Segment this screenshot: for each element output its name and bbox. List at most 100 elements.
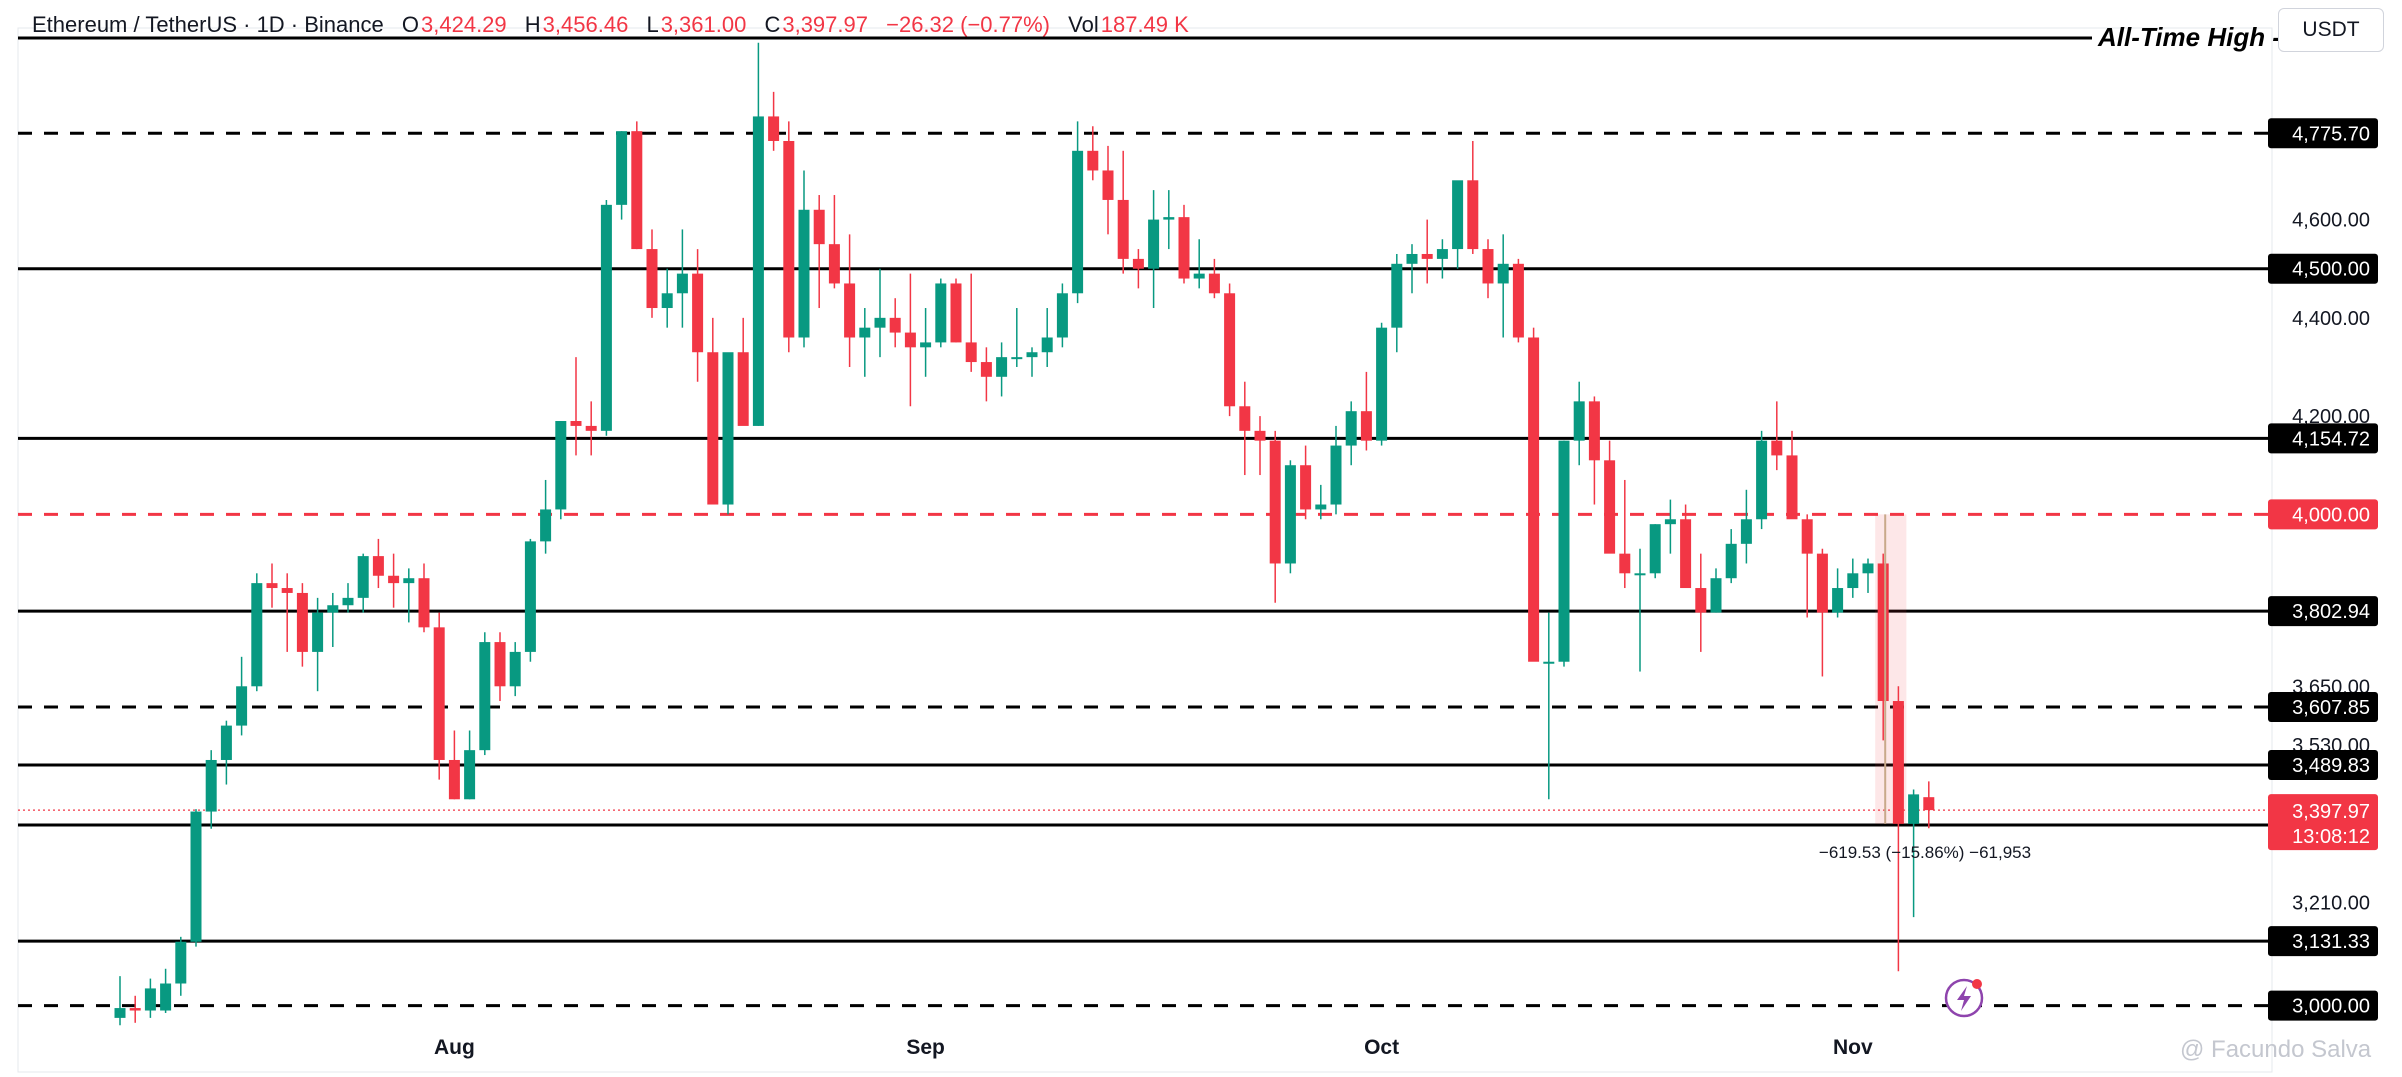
y-tick-label: 4,200.00 — [2292, 406, 2370, 428]
level-price-text: 4,500.00 — [2292, 259, 2370, 281]
candle-body — [388, 575, 400, 584]
candle-body — [327, 605, 339, 613]
candle-body — [1908, 794, 1920, 824]
candle-body — [965, 342, 977, 363]
candle-body — [144, 988, 156, 1011]
candle-body — [798, 209, 810, 338]
candle-body — [783, 140, 795, 338]
candle-body — [1087, 150, 1099, 171]
candle-body — [1528, 337, 1540, 662]
candle-body — [889, 317, 901, 333]
candle-body — [570, 421, 582, 426]
candle-body — [1710, 578, 1722, 613]
candle-body — [403, 578, 415, 584]
level-price-tag — [2268, 118, 2378, 149]
candle-body — [737, 352, 749, 426]
candle-body — [631, 131, 643, 250]
candle-body — [859, 327, 871, 338]
candle-body — [844, 283, 856, 338]
candle-body — [296, 592, 308, 652]
candle-body — [1619, 553, 1631, 574]
candle-body — [1148, 219, 1160, 269]
time-axis: Aug Sep Oct Nov — [434, 1036, 1873, 1059]
candle-body — [1224, 293, 1236, 407]
candle-body — [1482, 249, 1494, 284]
candle-body — [1391, 263, 1403, 328]
candle-body — [1816, 553, 1828, 613]
candle-body — [722, 352, 734, 505]
close-value: 3,397.97 — [782, 12, 868, 37]
candle-body — [950, 283, 962, 343]
symbol-info-bar: Ethereum / TetherUS · 1D · Binance O3,42… — [32, 12, 1191, 38]
candle-body — [692, 273, 704, 353]
candle-body — [266, 583, 278, 589]
candle-body — [1862, 563, 1874, 574]
x-tick-label: Oct — [1364, 1036, 1399, 1059]
candle-body — [1330, 445, 1342, 505]
candle-body — [1467, 180, 1479, 250]
level-price-text: 4,154.72 — [2292, 428, 2370, 450]
close-label: C — [764, 12, 781, 37]
change-value: −26.32 (−0.77%) — [886, 12, 1051, 37]
candle-body — [1832, 588, 1844, 613]
candle-body — [1634, 573, 1646, 576]
low-value: 3,361.00 — [660, 12, 747, 37]
open-label: O — [401, 12, 420, 37]
candle-body — [220, 725, 232, 760]
candle-body — [1406, 253, 1418, 264]
candle-body — [935, 283, 947, 343]
level-price-tag — [2268, 499, 2378, 530]
candle-body — [1208, 273, 1220, 294]
candle-body — [1193, 273, 1205, 279]
candle-body — [1543, 661, 1555, 664]
candle-body — [1300, 465, 1312, 510]
candle-body — [540, 509, 552, 542]
candle-body — [1588, 401, 1600, 461]
candle-body — [1436, 249, 1448, 259]
x-tick-label: Aug — [434, 1036, 475, 1059]
candle-body — [813, 209, 825, 245]
candle-body — [433, 627, 445, 760]
candle-body — [418, 578, 430, 628]
candle-body — [160, 983, 172, 1011]
candle-body — [616, 131, 628, 205]
countdown-text: 13:08:12 — [2292, 826, 2370, 848]
candle-body — [555, 421, 567, 510]
candle-body — [874, 317, 886, 328]
candle-body — [190, 811, 202, 942]
measure-label: −619.53 (−15.86%) −61,953 — [1819, 843, 2031, 862]
candle-body — [1512, 263, 1524, 338]
alert-icon[interactable] — [1944, 978, 1984, 1018]
level-price-text: 3,607.85 — [2292, 697, 2370, 719]
candle-body — [752, 116, 764, 426]
low-label: L — [646, 12, 659, 37]
volume-label: Vol — [1068, 12, 1099, 37]
candle-body — [448, 759, 460, 800]
candle-body — [1072, 150, 1084, 294]
candle-body — [1558, 440, 1570, 662]
symbol-title[interactable]: Ethereum / TetherUS · 1D · Binance — [32, 12, 384, 37]
level-price-text: 4,775.70 — [2292, 123, 2370, 145]
currency-unit-button[interactable]: USDT — [2278, 8, 2384, 52]
candle-body — [312, 612, 324, 652]
candle-body — [1376, 327, 1388, 441]
candle-body — [1892, 701, 1904, 824]
candle-body — [509, 651, 521, 687]
candle-body — [1315, 504, 1327, 510]
candle-body — [1497, 263, 1509, 284]
candle-body — [251, 583, 263, 687]
level-price-tag — [2268, 749, 2378, 780]
candle-body — [464, 750, 476, 800]
measure-area — [1875, 514, 1907, 824]
candle-body — [585, 425, 597, 431]
x-tick-label: Nov — [1833, 1036, 1873, 1059]
price-range-measure: −619.53 (−15.86%) −61,953 — [1819, 514, 2031, 862]
candle-body — [1786, 455, 1798, 520]
candle-body — [1056, 293, 1068, 338]
candle-body — [205, 759, 217, 812]
candle-body — [1573, 401, 1585, 441]
candle-body — [980, 362, 992, 377]
candle-body — [707, 352, 719, 505]
candle-body — [114, 1008, 126, 1018]
